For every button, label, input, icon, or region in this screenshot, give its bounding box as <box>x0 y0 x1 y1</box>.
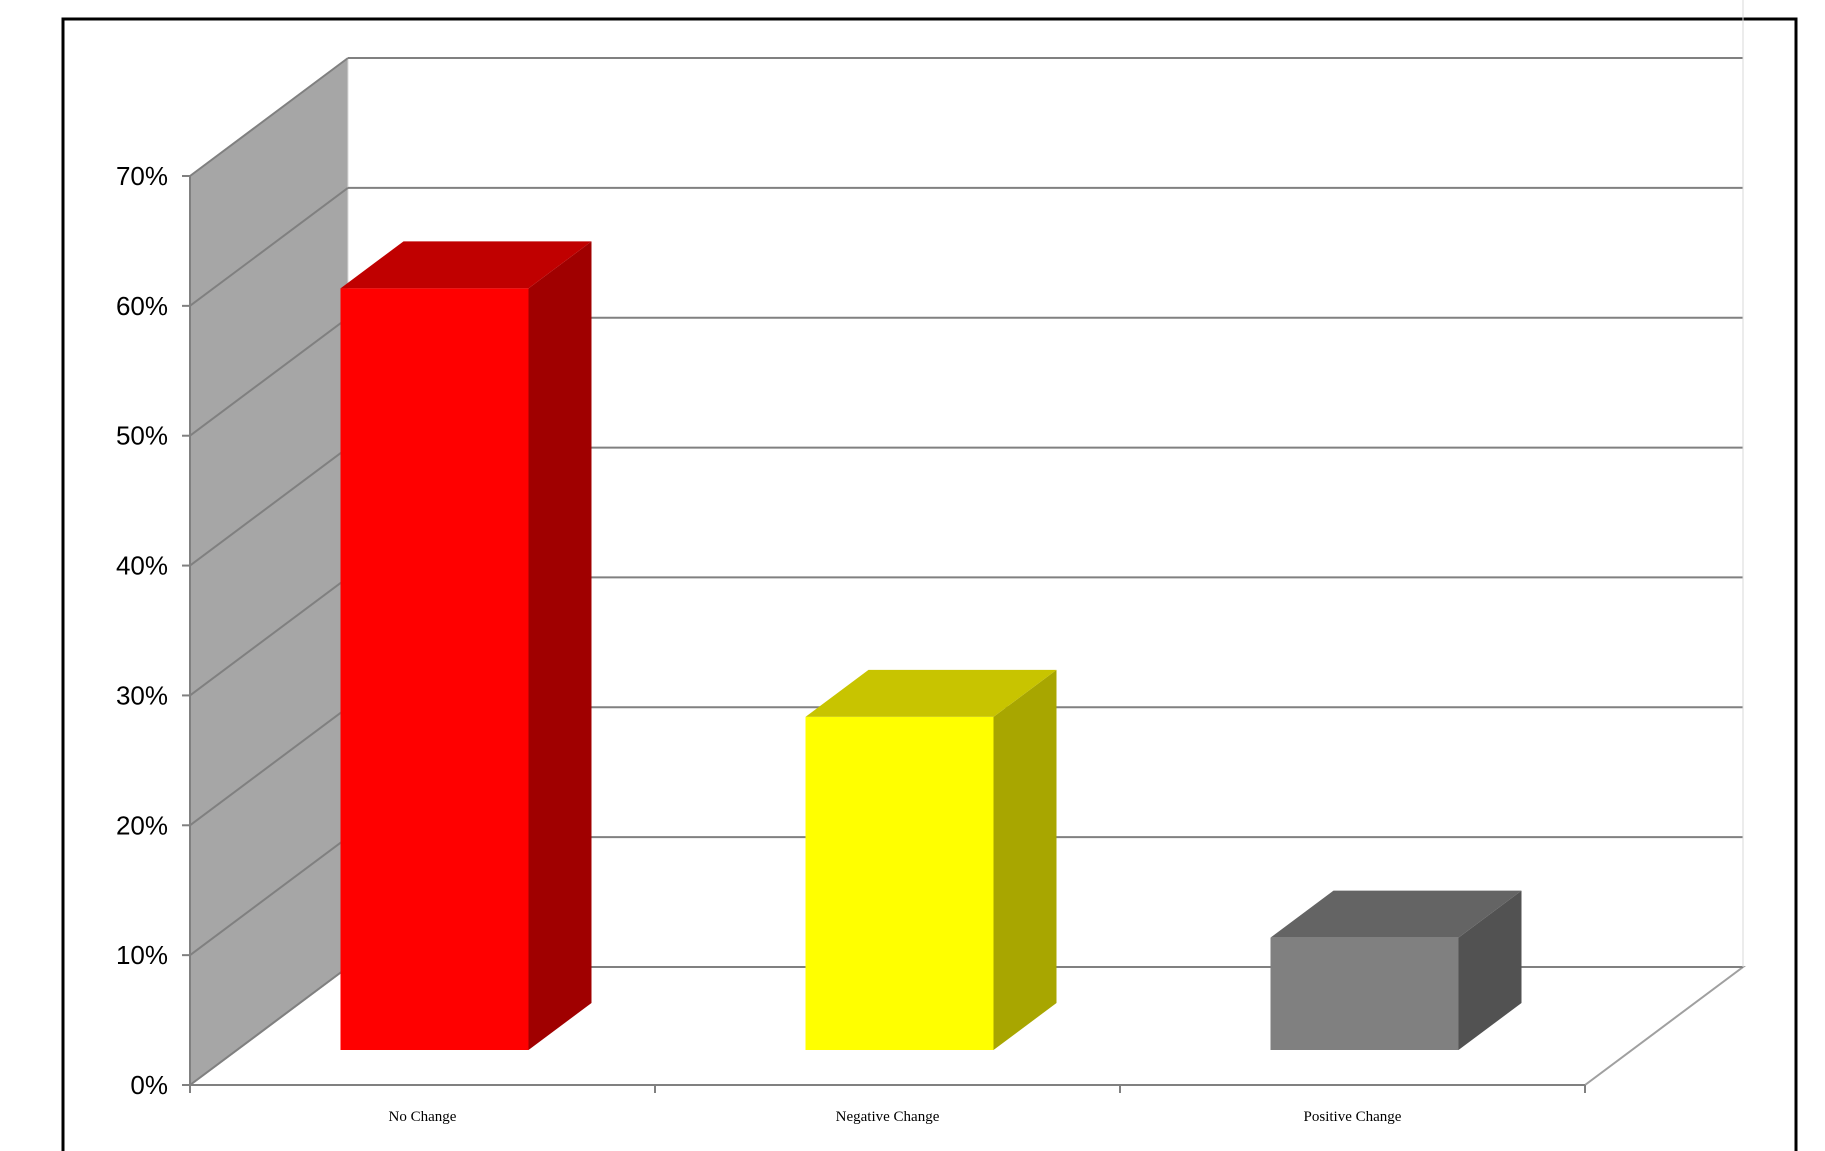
side-gridline <box>189 966 349 1086</box>
y-tick-label: 40% <box>116 551 168 581</box>
bar-negative-change <box>805 669 1057 1050</box>
x-tick-label: Positive Change <box>1304 1109 1402 1125</box>
y-tick-label: 0% <box>130 1070 168 1100</box>
x-tick-label: No Change <box>389 1109 457 1125</box>
x-axis: No Change Negative Change Positive Change <box>189 1084 1586 1125</box>
side-gridline <box>189 576 349 697</box>
bar-no-change <box>340 241 592 1051</box>
y-tick-label: 10% <box>116 940 168 970</box>
bar-front <box>340 288 529 1051</box>
side-gridline <box>189 836 349 956</box>
bar-side <box>1458 890 1522 1050</box>
y-axis: 0% 10% 20% 30% 40% 50% 60% 70% <box>116 161 191 1100</box>
y-tick-label: 20% <box>116 810 168 840</box>
y-tick-label: 50% <box>116 421 168 451</box>
side-gridline <box>189 57 349 177</box>
bar-top <box>805 669 1057 717</box>
bar-top <box>340 241 592 289</box>
left-side-wall <box>189 57 349 1086</box>
x-tick-label: Negative Change <box>836 1109 940 1125</box>
bar-top <box>1270 890 1522 938</box>
bar-side <box>528 241 592 1051</box>
bar-front <box>1270 937 1459 1050</box>
bar-front <box>805 716 994 1050</box>
side-gridline <box>189 706 349 827</box>
bar-side <box>993 669 1057 1050</box>
side-gridline <box>189 446 349 567</box>
bar-positive-change <box>1270 890 1522 1050</box>
y-tick-label: 30% <box>116 680 168 710</box>
side-gridline <box>189 187 349 307</box>
y-tick-label: 70% <box>116 161 168 191</box>
bars <box>340 241 1522 1051</box>
side-gridline <box>189 316 349 437</box>
y-tick-label: 60% <box>116 291 168 321</box>
